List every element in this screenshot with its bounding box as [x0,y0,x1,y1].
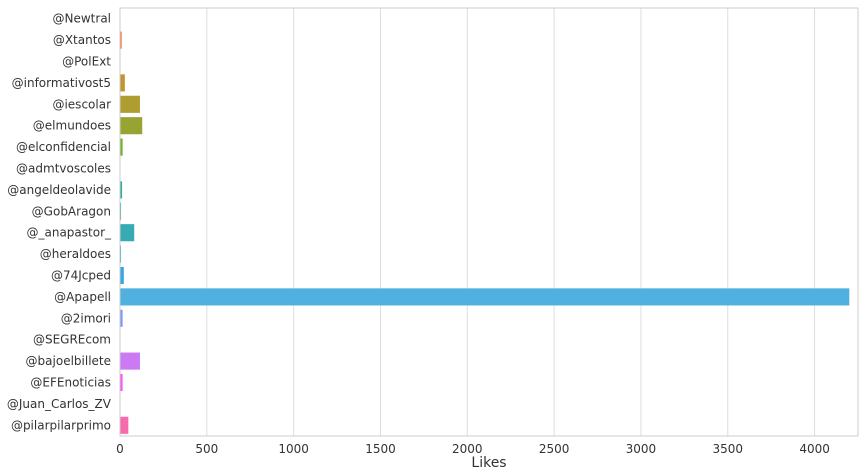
category-label: @admtvoscoles [16,162,111,176]
x-tick-label: 0 [116,442,124,456]
category-label: @informativost5 [12,76,111,90]
category-label: @Apapell [54,290,111,304]
category-label: @elconfidencial [16,140,111,154]
bar [120,224,135,242]
x-tick-label: 2500 [539,442,570,456]
bar [120,31,122,49]
category-label: @bajoelbillete [26,354,111,368]
category-label: @iescolar [52,97,111,111]
category-label: @Newtral [53,12,112,26]
category-label: @2imori [61,311,111,325]
x-tick-labels: 0 500 1000 1500 2000 2500 3000 3500 4000 [116,442,830,456]
category-labels: @Newtral @Xtantos @PolExt @informativost5 @i… [7,12,112,433]
bar [120,181,123,199]
grid-lines [119,8,816,436]
category-label: @Xtantos [53,33,111,47]
bar [120,95,140,113]
plot-frame [119,7,859,437]
category-label: @_anapastor_ [26,226,112,240]
bar [120,373,123,392]
x-tick-label: 3000 [626,442,657,456]
bar [120,416,129,434]
category-label: @Juan_Carlos_ZV [7,397,112,411]
bar [120,245,122,263]
x-tick-label: 1500 [365,442,396,456]
x-tick-label: 2000 [452,442,483,456]
x-axis-title: Likes [471,455,506,471]
bar [120,288,850,306]
category-label: @SEGREcom [33,333,111,347]
bar [120,117,143,135]
category-label: @heraldoes [40,247,111,261]
bar [120,352,140,370]
x-tick-label: 3500 [712,442,743,456]
category-label: @pilarpilarprimo [11,418,111,432]
bar [120,266,124,285]
category-label: @74Jcped [51,269,111,283]
bar [120,138,123,156]
category-label: @PolExt [62,55,111,69]
bar [120,74,125,92]
category-label: @GobAragon [32,204,111,218]
x-tick-label: 4000 [799,442,830,456]
bars [120,31,850,434]
category-label: @elmundoes [33,119,111,133]
x-tick-label: 500 [195,442,218,456]
x-tick-label: 1000 [278,442,309,456]
category-label: @EFEnoticias [30,376,111,390]
bar [120,202,122,220]
category-label: @angeldeolavide [7,183,111,197]
bar [120,309,123,327]
